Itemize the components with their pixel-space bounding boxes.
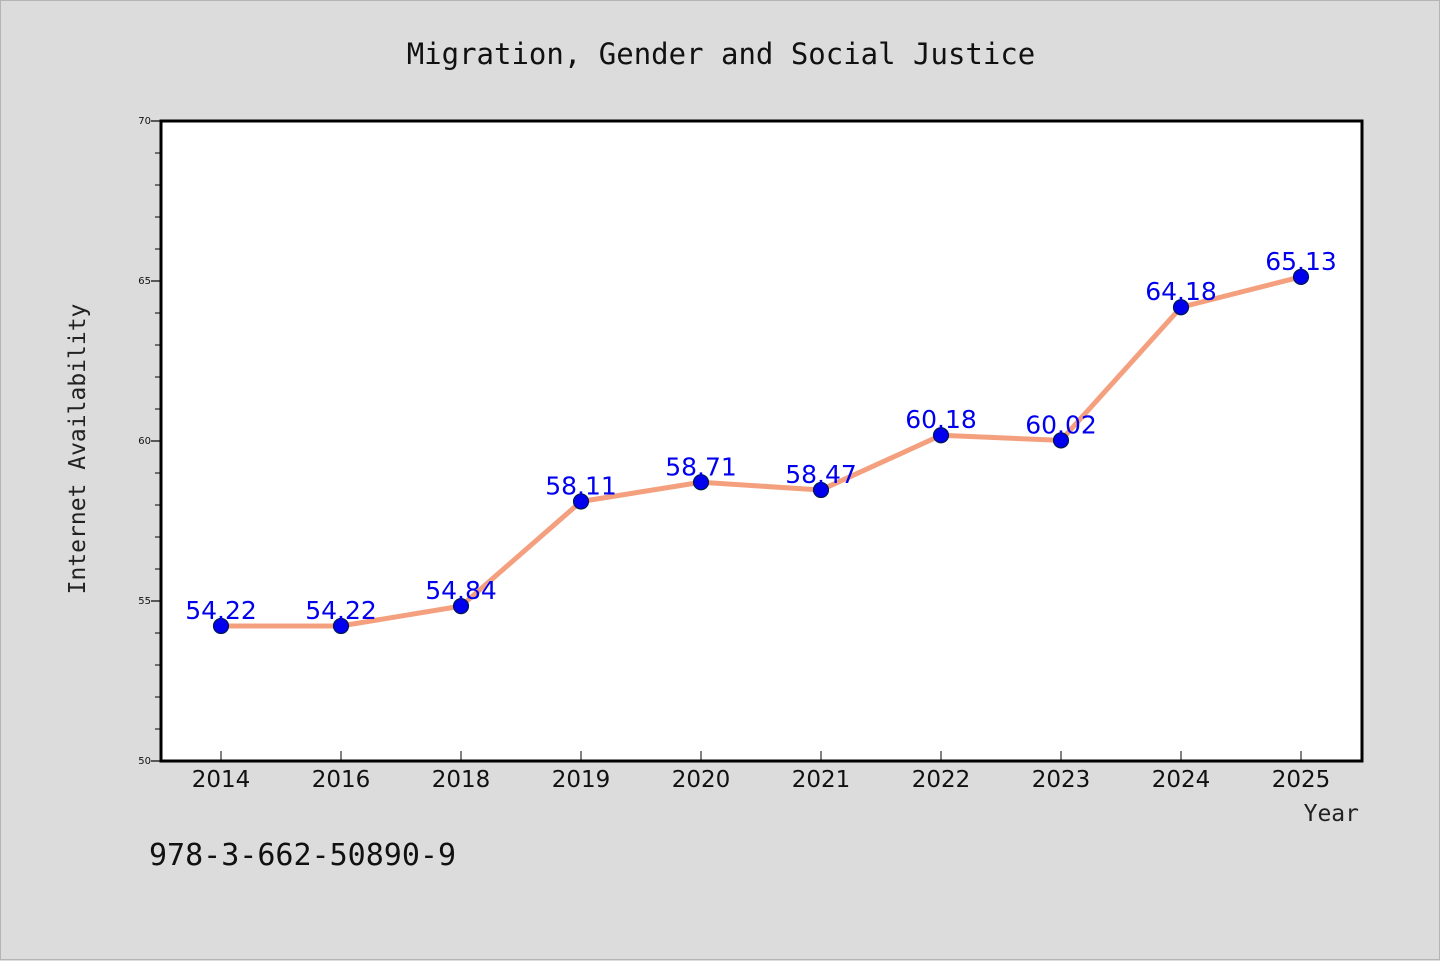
data-point xyxy=(572,493,590,510)
data-label: 54.22 xyxy=(185,596,257,625)
y-tick-label: 65 xyxy=(138,276,151,287)
data-point xyxy=(452,598,470,615)
y-tick-label: 50 xyxy=(138,756,151,767)
x-tick-label: 2019 xyxy=(552,767,611,793)
data-point xyxy=(1292,268,1310,285)
data-point xyxy=(1172,299,1190,316)
data-label: 58.11 xyxy=(545,471,617,500)
y-tick-label: 60 xyxy=(138,436,151,447)
plot-area xyxy=(159,119,1364,763)
data-label: 60.02 xyxy=(1025,410,1097,439)
y-tick-label: 70 xyxy=(138,116,151,127)
data-label: 58.47 xyxy=(785,460,857,489)
data-point xyxy=(332,617,350,635)
data-point xyxy=(212,617,230,635)
x-tick-label: 2014 xyxy=(192,767,251,793)
x-tick-label: 2023 xyxy=(1032,767,1091,793)
x-tick-label: 2020 xyxy=(672,767,731,793)
y-axis-title: Internet Availability xyxy=(65,304,91,595)
y-axis: 50 55 60 65 70 xyxy=(138,116,161,767)
data-label: 58.71 xyxy=(665,452,737,481)
data-point xyxy=(692,474,710,491)
x-tick-label: 2024 xyxy=(1152,767,1211,793)
chart-title: Migration, Gender and Social Justice xyxy=(407,37,1036,71)
x-axis: 2014 2016 2018 2019 2020 2021 2022 2023 2024 2025 xyxy=(192,751,1331,793)
isbn-label: 978-3-662-50890-9 xyxy=(149,838,456,873)
x-tick-label: 2021 xyxy=(792,767,851,793)
data-label: 64.18 xyxy=(1145,277,1217,306)
data-label: 65.13 xyxy=(1265,247,1337,276)
data-label: 54.22 xyxy=(305,596,377,625)
series-line xyxy=(218,274,1304,629)
data-point xyxy=(812,481,830,499)
x-tick-label: 2022 xyxy=(912,767,971,793)
y-tick-label: 55 xyxy=(138,596,151,607)
data-point xyxy=(932,427,950,444)
x-tick-label: 2018 xyxy=(432,767,491,793)
data-point xyxy=(1052,432,1070,449)
x-axis-title: Year xyxy=(1304,801,1359,827)
x-tick-label: 2016 xyxy=(312,767,371,793)
data-label: 60.18 xyxy=(905,405,977,434)
series-layer: 54.22 54.22 54.84 58.11 58.71 58.47 60.18 60.02… xyxy=(185,247,1337,635)
data-label: 54.84 xyxy=(425,576,497,605)
x-tick-label: 2025 xyxy=(1272,767,1331,793)
